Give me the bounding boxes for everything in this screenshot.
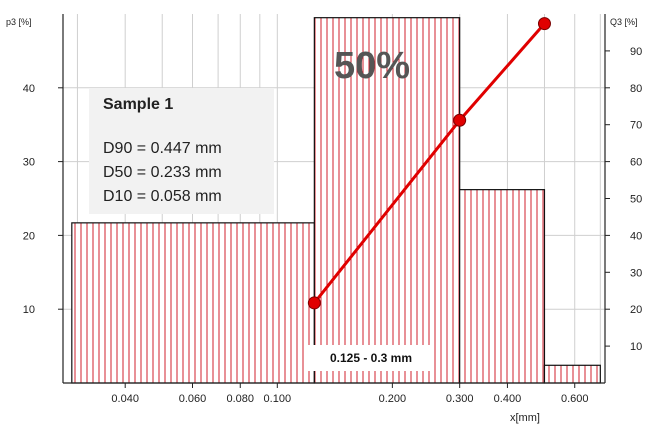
y-left-tick-label: 30 [23, 157, 35, 169]
x-tick-label: 0.400 [494, 393, 522, 405]
x-tick-label: 0.600 [561, 393, 589, 405]
y-right-tick-label: 70 [630, 120, 642, 132]
y-left-tick-label: 40 [23, 83, 35, 95]
y-left-tick-label: 10 [23, 304, 35, 316]
y-right-tick-label: 30 [630, 267, 642, 279]
x-tick-label: 0.200 [379, 393, 407, 405]
y-right-tick-label: 40 [630, 230, 642, 242]
x-tick-label: 0.040 [111, 393, 139, 405]
histogram-bar-2 [459, 189, 546, 384]
x-tick-label: 0.300 [446, 393, 474, 405]
y-right-tick-label: 60 [630, 157, 642, 169]
y-axis-left-title: p3 [%] [6, 17, 32, 27]
d10-value: D10 = 0.058 mm [103, 188, 222, 205]
histogram-bar-3 [543, 364, 601, 384]
y-axis-right-title: Q3 [%] [610, 17, 638, 27]
y-right-tick-label: 50 [630, 194, 642, 206]
cumulative-point-1 [453, 113, 467, 127]
y-right-tick-label: 80 [630, 83, 642, 95]
cumulative-point-2 [537, 17, 551, 31]
x-tick-label: 0.080 [226, 393, 254, 405]
d90-value: D90 = 0.447 mm [103, 140, 222, 157]
highlight-percentage-label: 50% [334, 45, 410, 87]
histogram-bar-1 [313, 17, 461, 384]
histogram-bar-0 [71, 222, 315, 384]
d50-value: D50 = 0.233 mm [103, 164, 222, 181]
x-tick-label: 0.100 [264, 393, 292, 405]
sample-title: Sample 1 [103, 96, 174, 113]
cumulative-point-0 [307, 296, 321, 310]
y-right-tick-label: 90 [630, 46, 642, 58]
x-axis-title: x[mm] [510, 412, 540, 424]
sample-info-box: Sample 1 D90 = 0.447 mm D50 = 0.233 mm D… [89, 88, 274, 214]
y-left-tick-label: 20 [23, 230, 35, 242]
y-right-tick-label: 20 [630, 304, 642, 316]
highlighted-range-label: 0.125 - 0.3 mm [308, 345, 434, 371]
x-tick-label: 0.060 [179, 393, 207, 405]
y-right-tick-label: 10 [630, 341, 642, 353]
